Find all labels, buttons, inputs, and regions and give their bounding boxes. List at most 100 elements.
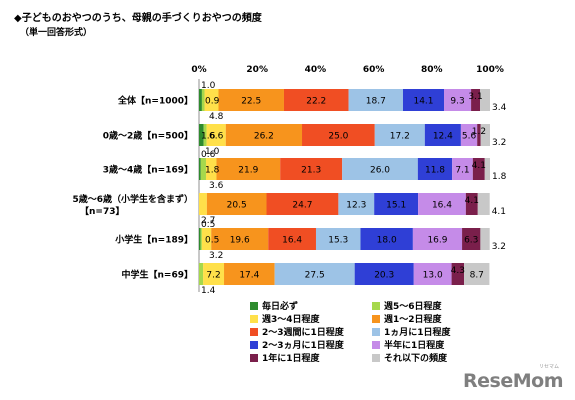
bar-segment bbox=[199, 228, 201, 250]
data-label: 3.2 bbox=[492, 242, 506, 252]
bar-segment bbox=[218, 89, 284, 111]
legend-label: 2～3週間に1日程度 bbox=[262, 326, 345, 338]
bar-segment bbox=[268, 228, 316, 250]
bar-segment bbox=[477, 124, 481, 146]
watermark-brand: ReseMom bbox=[463, 370, 563, 392]
legend-swatch bbox=[372, 354, 380, 362]
x-tick-label: 0% bbox=[191, 65, 206, 75]
legend-swatch bbox=[372, 315, 380, 323]
data-label: 6.6 bbox=[209, 132, 224, 142]
bar-segment bbox=[462, 228, 481, 250]
data-label: 0.5 bbox=[201, 220, 215, 230]
data-label: 3.4 bbox=[492, 103, 507, 113]
category-label: 0歳～2歳【n=500】 bbox=[103, 130, 193, 142]
bar-segment bbox=[203, 263, 225, 285]
data-label: 22.5 bbox=[241, 97, 261, 107]
resemom-logo: ReseMom bbox=[463, 370, 563, 392]
data-label: 8.7 bbox=[470, 271, 484, 281]
legend-swatch bbox=[250, 341, 258, 349]
x-tick-label: 100% bbox=[476, 65, 504, 75]
legend-label: 2～3ヵ月に1日程度 bbox=[262, 339, 345, 351]
data-label: 16.9 bbox=[427, 236, 447, 246]
bar-segment bbox=[199, 124, 204, 146]
bar-segment bbox=[418, 193, 466, 215]
legend-swatch bbox=[250, 315, 258, 323]
data-label: 17.2 bbox=[390, 132, 410, 142]
data-label: 20.3 bbox=[374, 271, 394, 281]
bar-segment bbox=[206, 124, 226, 146]
bar-segment bbox=[472, 158, 485, 180]
bar-segment bbox=[460, 124, 478, 146]
bar-segment bbox=[360, 228, 413, 250]
data-label: 1.8 bbox=[492, 172, 507, 182]
x-tick-label: 20% bbox=[246, 65, 268, 75]
bar-segment bbox=[266, 193, 339, 215]
bar-segment bbox=[465, 193, 478, 215]
data-label: 7.2 bbox=[206, 271, 220, 281]
data-label: 18.0 bbox=[377, 236, 397, 246]
category-label: 中学生【n=69】 bbox=[122, 269, 193, 281]
data-label: 5.6 bbox=[462, 132, 477, 142]
bar-segment bbox=[451, 263, 465, 285]
data-label: 17.4 bbox=[239, 271, 259, 281]
bar-segment bbox=[211, 228, 269, 250]
data-label: 9.3 bbox=[450, 97, 464, 107]
bar-segment bbox=[417, 158, 453, 180]
data-label: 6.3 bbox=[464, 236, 478, 246]
bar-segment bbox=[412, 228, 463, 250]
bar-segment bbox=[204, 89, 219, 111]
legend-label: 1ヵ月に1日程度 bbox=[384, 326, 452, 338]
data-label: 12.3 bbox=[346, 201, 366, 211]
legend-label: 週1～2日程度 bbox=[384, 313, 443, 325]
bar-segment bbox=[444, 89, 472, 111]
bar-segment bbox=[477, 193, 490, 215]
category-label: 小学生【n=189】 bbox=[114, 234, 193, 246]
data-label: 3.6 bbox=[209, 181, 224, 191]
chart-subtitle: （単一回答形式） bbox=[20, 28, 93, 38]
data-label: 4.1 bbox=[472, 161, 486, 171]
bar-segment bbox=[484, 158, 490, 180]
bar-segment bbox=[452, 158, 473, 180]
legend-label: 週3～4日程度 bbox=[262, 313, 321, 325]
data-label: 12.4 bbox=[433, 132, 453, 142]
bar-segment bbox=[480, 228, 490, 250]
data-label: 16.4 bbox=[282, 236, 302, 246]
bar-segment bbox=[200, 228, 202, 250]
bar-segment bbox=[225, 124, 303, 146]
bar-segment bbox=[224, 263, 275, 285]
bar-segment bbox=[374, 124, 425, 146]
data-label: 0.5 bbox=[205, 236, 219, 246]
data-label: 20.5 bbox=[227, 201, 247, 211]
bar-segment bbox=[200, 158, 206, 180]
bar-segment bbox=[201, 228, 212, 250]
legend-swatch bbox=[372, 341, 380, 349]
data-label: 1.4 bbox=[201, 286, 216, 296]
data-label: 24.7 bbox=[292, 201, 312, 211]
bar-segment bbox=[199, 158, 201, 180]
x-tick-label: 80% bbox=[421, 65, 443, 75]
bar-segment bbox=[471, 89, 481, 111]
data-label: 25.0 bbox=[328, 132, 348, 142]
data-label: 16.4 bbox=[432, 201, 452, 211]
legend-label: 1年に1日程度 bbox=[262, 352, 321, 364]
data-label: 7.1 bbox=[455, 166, 469, 176]
legend-label: それ以下の頻度 bbox=[384, 352, 448, 364]
data-label: 22.2 bbox=[306, 97, 326, 107]
data-label: 27.5 bbox=[305, 271, 325, 281]
category-label: 5歳～6歳（小学生を含まず） bbox=[72, 193, 193, 205]
bar-segment bbox=[283, 89, 349, 111]
data-label: 21.9 bbox=[238, 166, 258, 176]
data-label: 2.7 bbox=[201, 216, 215, 226]
bar-segment bbox=[199, 89, 202, 111]
data-label: 3.1 bbox=[468, 92, 482, 102]
data-label: 15.1 bbox=[386, 201, 406, 211]
watermark-subtext: リセマム bbox=[538, 364, 559, 370]
data-label: 1.0 bbox=[201, 81, 216, 91]
data-label: 3.2 bbox=[209, 251, 223, 261]
bar-segment bbox=[480, 124, 490, 146]
data-label: 26.2 bbox=[254, 132, 274, 142]
bar-segment bbox=[338, 193, 375, 215]
x-tick-label: 60% bbox=[363, 65, 385, 75]
legend-swatch bbox=[250, 354, 258, 362]
